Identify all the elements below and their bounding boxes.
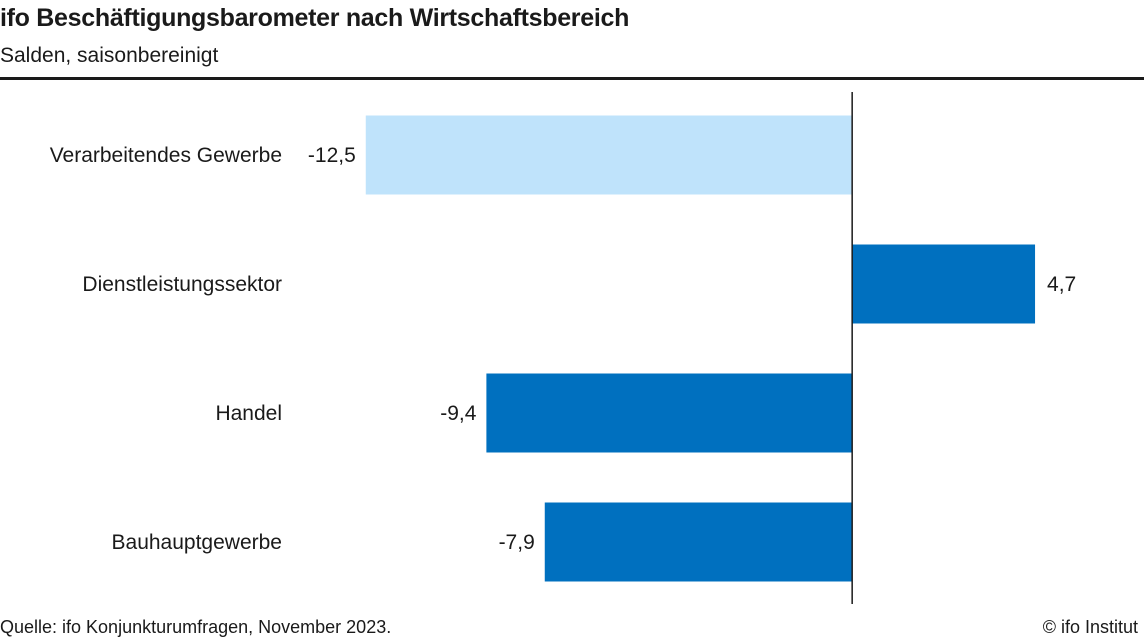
title-divider [0, 77, 1144, 80]
value-label-0: -12,5 [308, 144, 356, 167]
bars-layer: Verarbeitendes Gewerbe -12,5 Dienstleistun… [50, 115, 1076, 582]
value-label-3: -7,9 [499, 531, 535, 554]
source-note: Quelle: ifo Konjunkturumfragen, November… [0, 617, 392, 637]
bar-3 [544, 502, 853, 582]
bar-0 [365, 115, 853, 195]
category-label-0: Verarbeitendes Gewerbe [50, 144, 282, 167]
category-label-3: Bauhauptgewerbe [112, 531, 282, 554]
bar-2 [486, 373, 853, 453]
value-label-1: 4,7 [1047, 273, 1076, 296]
category-label-1: Dienstleistungssektor [82, 273, 282, 296]
bar-chart: Verarbeitendes Gewerbe -12,5 Dienstleistun… [50, 92, 1076, 604]
category-label-2: Handel [215, 402, 282, 425]
value-label-2: -9,4 [440, 402, 477, 425]
bar-1 [852, 244, 1036, 324]
copyright-note: © ifo Institut [1042, 617, 1138, 637]
chart-title: ifo Beschäftigungsbarometer nach Wirtsch… [0, 4, 630, 32]
chart-subtitle: Salden, saisonbereinigt [0, 44, 219, 67]
